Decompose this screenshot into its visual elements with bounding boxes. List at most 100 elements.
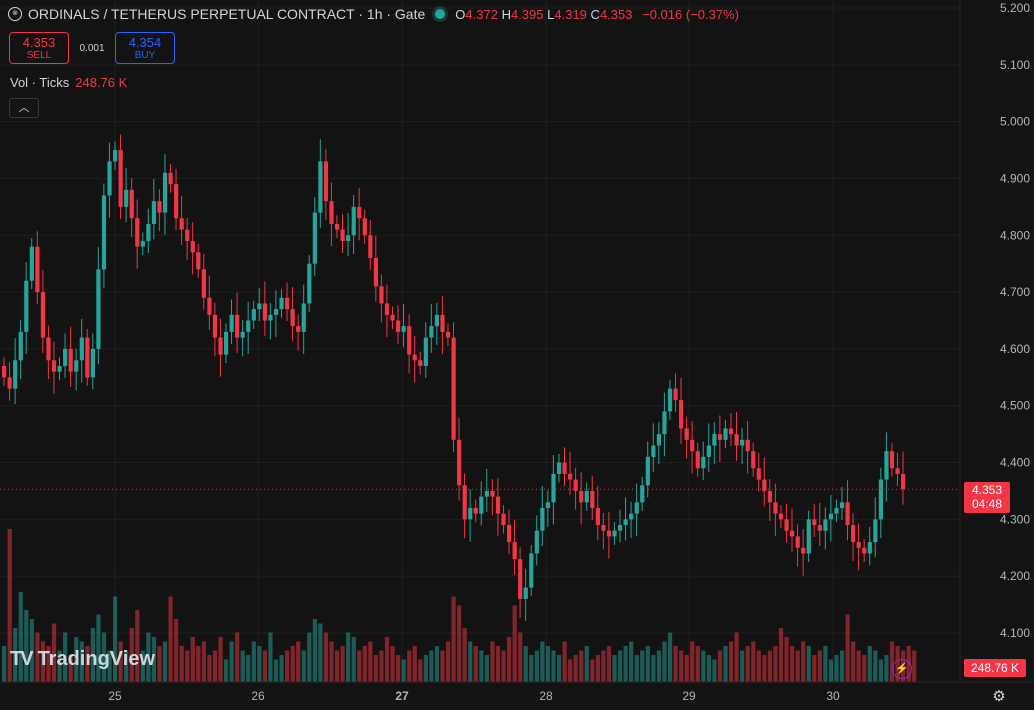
volume-bar xyxy=(640,650,645,682)
collapse-legend-button[interactable]: ︿ xyxy=(9,98,39,118)
candle-body xyxy=(223,331,229,355)
volume-bar xyxy=(301,650,306,682)
candle-body xyxy=(57,365,62,372)
volume-bar xyxy=(673,646,678,682)
candle-body xyxy=(756,468,761,480)
candle-body xyxy=(340,229,345,241)
volume-bar xyxy=(223,659,229,682)
buy-button[interactable]: 4.354 BUY xyxy=(115,32,175,64)
y-tick-label: 4.500 xyxy=(1000,399,1030,413)
volume-bar xyxy=(706,655,711,682)
volume-bar xyxy=(462,628,467,682)
candle-body xyxy=(262,303,268,321)
y-tick-label: 4.400 xyxy=(1000,456,1030,470)
volume-bar xyxy=(839,650,845,682)
candle-body xyxy=(323,161,329,202)
sell-button[interactable]: 4.353 SELL xyxy=(9,32,69,64)
y-tick-label: 4.200 xyxy=(1000,569,1030,583)
volume-bar xyxy=(568,659,573,682)
candle-body xyxy=(107,161,112,196)
candle-body xyxy=(307,263,312,304)
candle-body xyxy=(556,462,562,474)
x-tick-label: 30 xyxy=(826,689,840,703)
gear-icon[interactable]: ⚙ xyxy=(992,688,1006,705)
candle-body xyxy=(29,246,34,281)
lightning-icon[interactable]: ⚡ xyxy=(892,659,912,679)
candle-body xyxy=(157,201,162,213)
volume-bar xyxy=(334,650,340,682)
volume-bar xyxy=(634,655,639,682)
volume-bar xyxy=(346,632,351,682)
volume-bar xyxy=(162,641,168,682)
volume-bar xyxy=(29,619,34,682)
volume-bar xyxy=(362,646,367,682)
candle-body xyxy=(246,320,251,332)
candle-body xyxy=(740,439,745,446)
candle-body xyxy=(218,337,223,355)
volume-bar xyxy=(695,646,700,682)
candle-body xyxy=(118,150,123,207)
candle-body xyxy=(568,473,573,480)
candle-body xyxy=(279,297,284,310)
candle-body xyxy=(235,314,240,338)
candle-body xyxy=(468,508,473,520)
candle-body xyxy=(867,542,872,554)
candle-body xyxy=(290,309,295,327)
candle-body xyxy=(285,297,290,310)
symbol-title[interactable]: ORDINALS / TETHERUS PERPETUAL CONTRACT ·… xyxy=(28,6,426,22)
candle-body xyxy=(606,530,612,537)
volume-bar xyxy=(812,655,817,682)
volume-bar xyxy=(473,646,478,682)
candle-body xyxy=(451,337,456,440)
volume-bar xyxy=(440,650,445,682)
volume-bar xyxy=(412,646,417,682)
candle-body xyxy=(257,303,262,310)
volume-bar xyxy=(390,646,395,682)
y-tick-label: 4.700 xyxy=(1000,285,1030,299)
y-tick-label: 4.100 xyxy=(1000,626,1030,640)
volume-bar xyxy=(778,628,784,682)
candle-body xyxy=(207,297,212,315)
volume-bar xyxy=(806,646,811,682)
candle-body xyxy=(695,451,700,469)
volume-bar xyxy=(196,646,201,682)
volume-bar xyxy=(851,641,856,682)
volume-bar xyxy=(13,628,18,682)
volume-bar xyxy=(534,650,539,682)
volume-bar xyxy=(112,596,118,682)
volume-bar xyxy=(667,632,673,682)
candle-body xyxy=(851,525,856,543)
volume-bar xyxy=(135,610,140,682)
candle-body xyxy=(196,252,201,270)
candle-body xyxy=(495,496,501,514)
candle-body xyxy=(662,411,667,435)
candle-body xyxy=(884,451,889,480)
candle-body xyxy=(856,542,861,548)
candle-body xyxy=(445,331,451,338)
volume-bar xyxy=(312,619,317,682)
volume-bar xyxy=(340,646,345,682)
trade-panel: 4.353 SELL 0.001 4.354 BUY xyxy=(9,32,175,64)
volume-bar xyxy=(379,650,384,682)
candle-body xyxy=(35,246,40,293)
candle-body xyxy=(878,479,884,520)
candle-body xyxy=(212,314,218,338)
candle-body xyxy=(7,377,12,389)
volume-bar xyxy=(290,646,295,682)
candle-body xyxy=(124,189,129,207)
market-open-dot xyxy=(435,9,446,19)
volume-bar xyxy=(490,641,495,682)
candle-body xyxy=(645,456,650,486)
candle-body xyxy=(701,456,706,469)
volume-bar xyxy=(329,641,334,682)
tradingview-logo[interactable]: TV TradingView xyxy=(10,648,156,670)
candle-body xyxy=(362,218,367,236)
volume-bar xyxy=(662,641,667,682)
candle-body xyxy=(90,348,95,378)
volume-bar xyxy=(889,641,895,682)
volume-bar xyxy=(884,655,889,682)
candle-body xyxy=(817,525,822,531)
volume-bar xyxy=(795,650,800,682)
candle-body xyxy=(2,365,7,378)
